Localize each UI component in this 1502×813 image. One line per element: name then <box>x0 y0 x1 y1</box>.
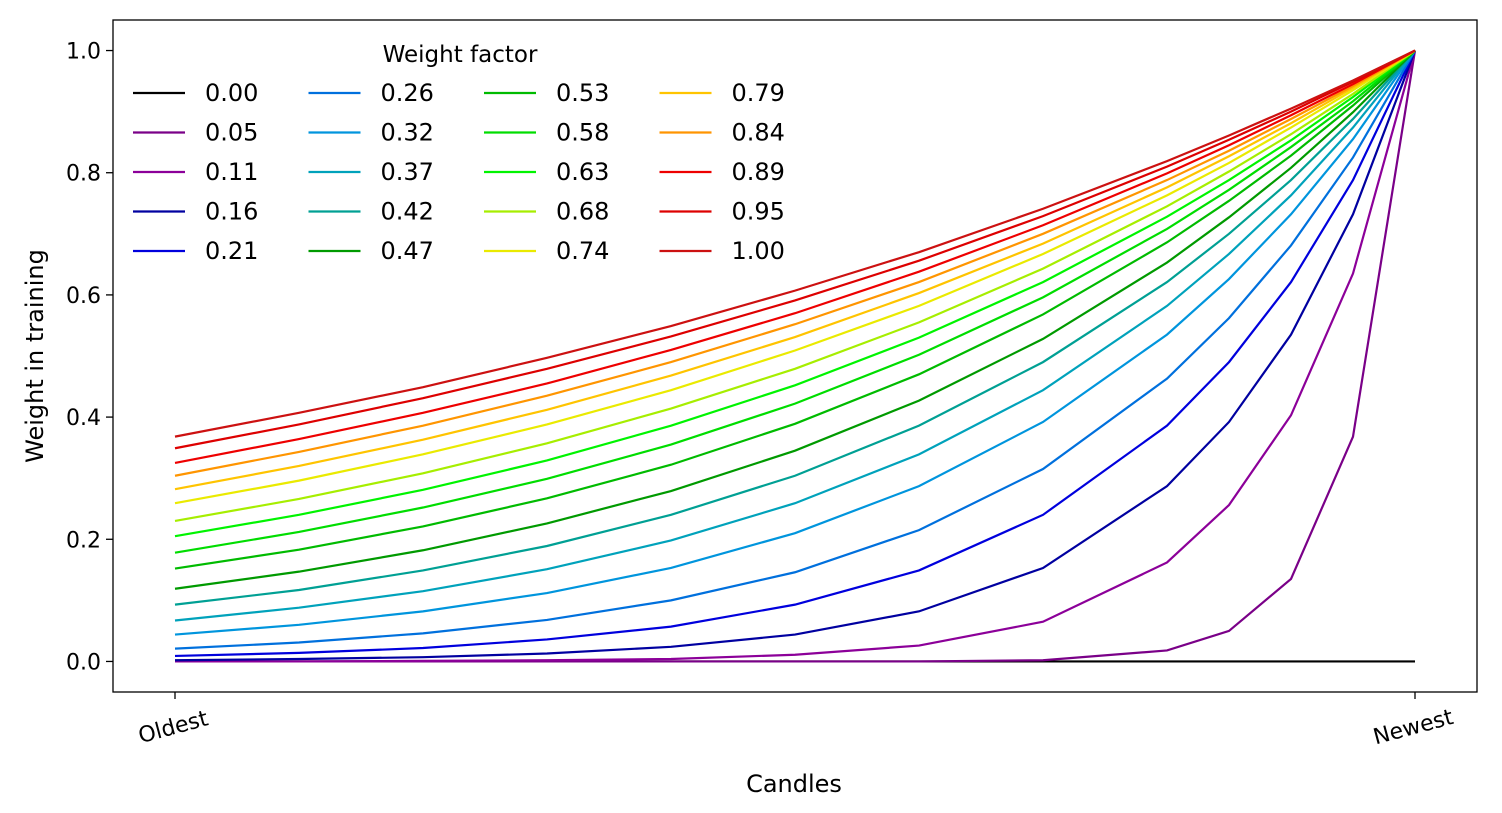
legend-label: 1.00 <box>732 237 785 265</box>
series-line <box>174 49 1416 538</box>
legend-label: 0.63 <box>556 158 609 186</box>
series-line <box>174 49 1416 450</box>
y-tick-label: 0.6 <box>66 284 101 309</box>
series-line <box>174 49 1416 606</box>
x-tick-label: Newest <box>1371 705 1457 750</box>
series-line <box>174 49 1416 477</box>
legend-label: 0.11 <box>205 158 258 186</box>
series-line <box>174 50 1417 662</box>
legend-label: 0.00 <box>205 79 258 107</box>
series-line <box>175 50 1417 663</box>
legend-label: 0.74 <box>556 237 609 265</box>
series-line <box>174 49 1416 590</box>
legend-title: Weight factor <box>383 42 538 68</box>
legend-label: 0.37 <box>381 158 434 186</box>
series-line <box>174 49 1416 464</box>
legend-label: 0.16 <box>205 198 258 226</box>
series-line <box>174 50 1416 658</box>
x-tick-label: Oldest <box>136 706 211 749</box>
series-line <box>174 49 1416 650</box>
series-line <box>174 49 1416 438</box>
y-tick-label: 0.2 <box>66 528 101 553</box>
legend-label: 0.21 <box>205 237 258 265</box>
legend-label: 0.68 <box>556 198 609 226</box>
y-tick-label: 0.8 <box>66 162 101 187</box>
series-line <box>174 49 1416 523</box>
series-line <box>175 50 1417 663</box>
plot-frame <box>112 19 1478 693</box>
y-axis-label: Weight in training <box>21 249 49 463</box>
legend-label: 0.26 <box>381 79 434 107</box>
legend-label: 0.84 <box>732 119 785 147</box>
series-line <box>174 49 1416 636</box>
x-axis-label: Candles <box>746 770 842 798</box>
legend-label: 0.58 <box>556 119 609 147</box>
series-line <box>174 49 1416 491</box>
legend-label: 0.47 <box>381 237 434 265</box>
legend-label: 0.79 <box>732 79 785 107</box>
legend-label: 0.05 <box>205 119 258 147</box>
y-tick-label: 1.0 <box>66 40 101 65</box>
series-line <box>174 49 1416 505</box>
legend-label: 0.53 <box>556 79 609 107</box>
series-line <box>174 49 1416 554</box>
legend-label: 0.89 <box>732 158 785 186</box>
series-line <box>174 49 1416 570</box>
legend-label: 0.42 <box>381 198 434 226</box>
series-line <box>174 49 1416 622</box>
legend-label: 0.95 <box>732 198 785 226</box>
legend-label: 0.32 <box>381 119 434 147</box>
y-tick-label: 0.0 <box>66 650 101 675</box>
y-tick-label: 0.4 <box>66 406 101 431</box>
